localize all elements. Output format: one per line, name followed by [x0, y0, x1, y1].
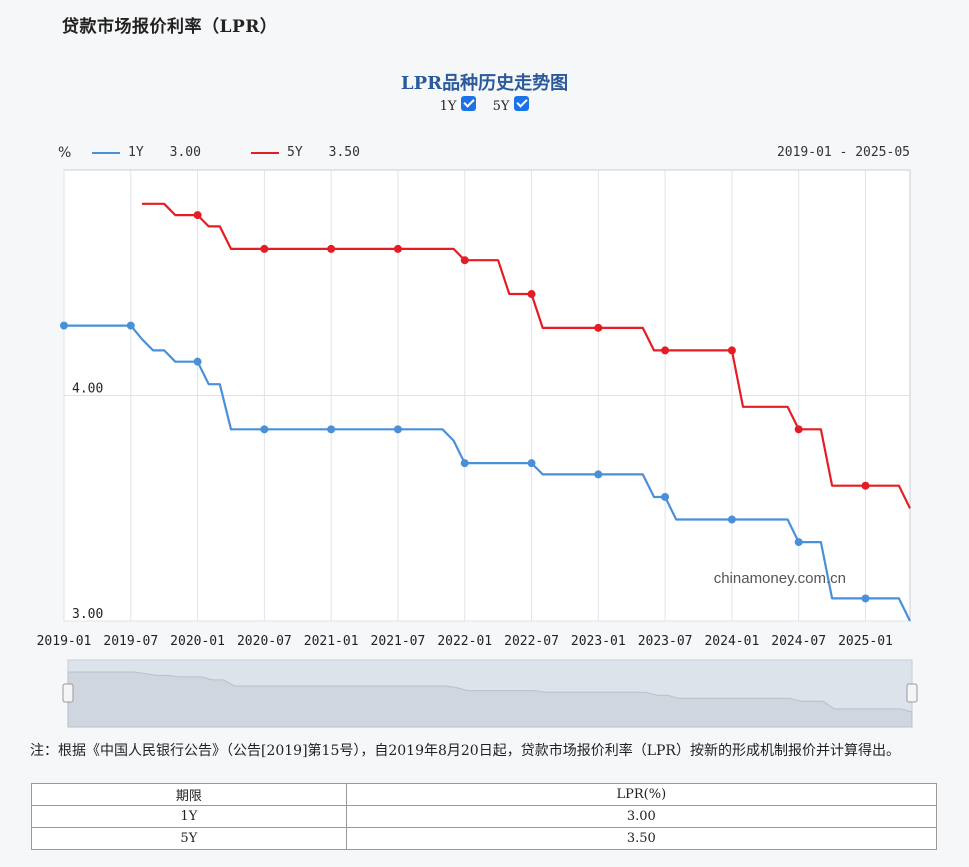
legend-1y[interactable]: 1Y 3.00 — [92, 145, 201, 160]
data-point-1y[interactable] — [126, 321, 135, 330]
table-cell-rate: 3.00 — [345, 805, 938, 828]
lpr-summary-table: 期限 LPR(%) 1Y 3.00 5Y 3.50 — [31, 783, 938, 850]
x-axis-ticks: 2019-01 2019-07 2020-01 2020-07 2021-01 2021-… — [37, 634, 893, 649]
x-tick-label: 2022-07 — [504, 634, 559, 649]
y-unit-label: % — [58, 145, 72, 161]
series-line-1y — [64, 324, 911, 622]
x-tick-label: 2021-07 — [371, 634, 426, 649]
data-point-1y[interactable] — [861, 594, 870, 603]
legend-5y[interactable]: 5Y 3.50 — [251, 145, 360, 160]
x-tick-label: 2022-01 — [437, 634, 492, 649]
series-line-5y — [141, 202, 911, 509]
x-tick-label: 2025-01 — [838, 634, 893, 649]
data-point-5y[interactable] — [661, 346, 670, 355]
table-cell-term: 5Y — [31, 827, 347, 850]
watermark: chinamoney.com.cn — [714, 570, 846, 587]
data-point-5y[interactable] — [260, 244, 269, 253]
x-tick-label: 2019-07 — [103, 634, 158, 649]
data-point-5y[interactable] — [727, 346, 736, 355]
y-tick-label: 4.00 — [72, 382, 103, 397]
data-point-5y[interactable] — [393, 244, 402, 253]
table-header-term: 期限 — [31, 783, 347, 806]
data-point-1y[interactable] — [661, 492, 670, 501]
checkbox-5y[interactable] — [514, 96, 530, 111]
table-row: 5Y 3.50 — [31, 827, 938, 850]
table-row: 1Y 3.00 — [31, 805, 938, 828]
series-lines — [60, 202, 911, 622]
table-header-row: 期限 LPR(%) — [31, 783, 938, 806]
x-tick-label: 2020-01 — [170, 634, 225, 649]
table-cell-rate: 3.50 — [345, 827, 938, 850]
chart-title: LPR品种历史走势图 — [400, 73, 569, 94]
toggle-5y[interactable]: 5Y — [492, 96, 530, 114]
data-point-1y[interactable] — [460, 459, 469, 468]
data-point-1y[interactable] — [260, 425, 269, 434]
table-header-rate: LPR(%) — [345, 783, 938, 806]
range-navigator[interactable] — [62, 659, 918, 728]
legend-1y-swatch — [92, 151, 120, 154]
data-point-1y[interactable] — [327, 425, 336, 434]
data-point-5y[interactable] — [527, 290, 536, 299]
page-title: 贷款市场报价利率（LPR） — [62, 17, 278, 37]
x-tick-label: 2021-01 — [304, 634, 359, 649]
y-tick-label: 3.00 — [72, 607, 103, 622]
legend-1y-value: 3.00 — [169, 145, 201, 160]
data-point-1y[interactable] — [594, 470, 603, 479]
data-point-1y[interactable] — [794, 538, 803, 547]
table-cell-term: 1Y — [31, 805, 347, 828]
x-tick-label: 2023-01 — [571, 634, 626, 649]
legend-5y-value: 3.50 — [328, 145, 360, 160]
data-point-5y[interactable] — [861, 481, 870, 490]
toggle-5y-label: 5Y — [492, 99, 510, 114]
data-point-5y[interactable] — [594, 323, 603, 332]
footnote: 注：根据《中国人民银行公告》（公告[2019]第15号），自2019年8月20日… — [30, 743, 900, 759]
data-point-5y[interactable] — [794, 425, 803, 434]
x-tick-label: 2019-01 — [37, 634, 92, 649]
data-point-1y[interactable] — [60, 321, 68, 330]
navigator-preview — [67, 671, 913, 728]
data-point-5y[interactable] — [460, 256, 469, 265]
data-point-1y[interactable] — [193, 357, 202, 366]
legend-1y-name: 1Y — [128, 145, 144, 160]
toggle-1y-label: 1Y — [439, 99, 457, 114]
date-range: 2019-01 - 2025-05 — [776, 145, 910, 160]
legend-5y-swatch — [251, 151, 279, 154]
x-tick-label: 2023-07 — [638, 634, 693, 649]
data-point-1y[interactable] — [393, 425, 402, 434]
x-tick-label: 2024-07 — [771, 634, 826, 649]
data-point-5y[interactable] — [327, 244, 336, 253]
data-point-1y[interactable] — [727, 515, 736, 524]
navigator-left-handle[interactable] — [62, 683, 74, 703]
data-point-1y[interactable] — [527, 459, 536, 468]
lpr-line-chart: 2019-01 2019-07 2020-01 2020-07 2021-01 2021-… — [37, 169, 918, 728]
checkbox-1y[interactable] — [461, 96, 477, 111]
navigator-right-handle[interactable] — [906, 683, 918, 703]
x-tick-label: 2020-07 — [237, 634, 292, 649]
data-point-5y[interactable] — [193, 211, 202, 220]
legend-5y-name: 5Y — [287, 145, 303, 160]
series-toggles: 1Y 5Y — [0, 96, 969, 114]
y-axis-ticks: 4.00 3.00 — [72, 382, 103, 623]
toggle-1y[interactable]: 1Y — [439, 96, 477, 114]
x-tick-label: 2024-01 — [704, 634, 759, 649]
